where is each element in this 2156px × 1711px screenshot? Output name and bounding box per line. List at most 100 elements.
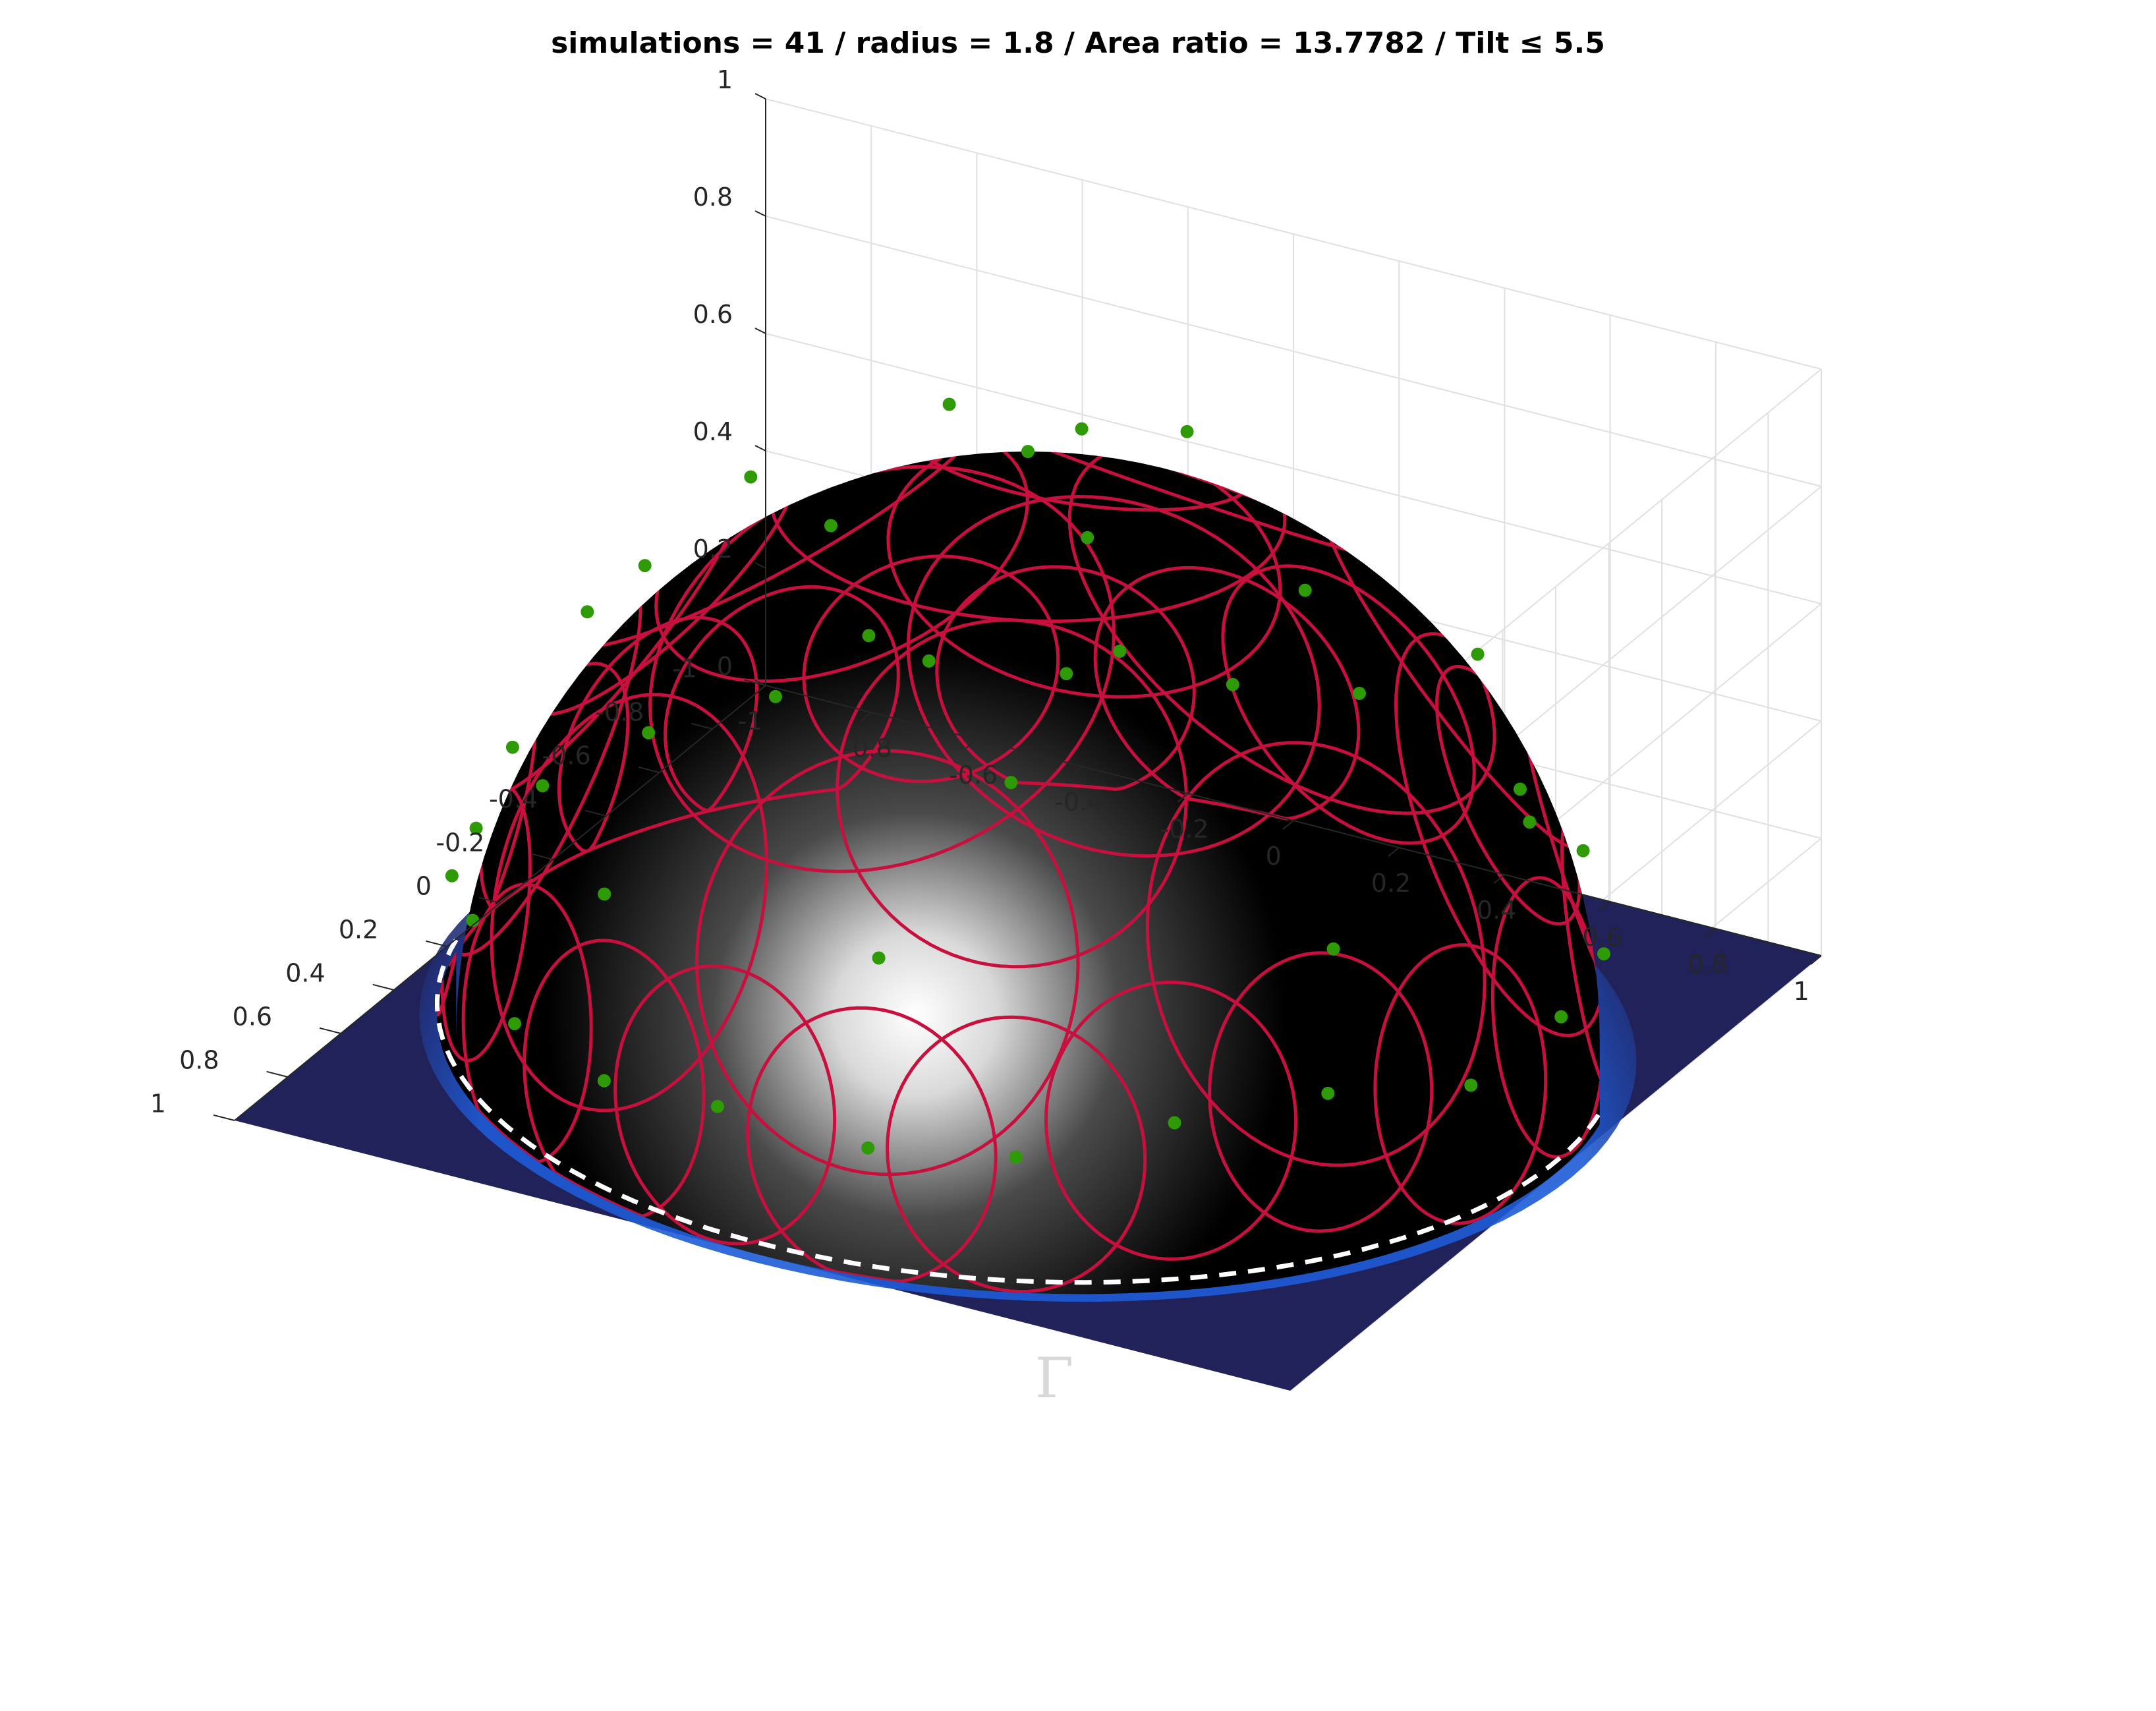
y-tick-label: -0.2 — [1160, 815, 1208, 844]
y-tick-mark — [860, 712, 872, 722]
y-tick-mark — [1071, 766, 1083, 776]
sensor-point — [862, 629, 876, 643]
z-tick-label: 0.6 — [693, 300, 733, 329]
hemisphere-surface — [437, 451, 1600, 1294]
sensor-point — [642, 726, 656, 740]
sensor-point — [1321, 1086, 1335, 1100]
sensor-point — [598, 887, 611, 901]
coverage-circle — [802, 554, 1060, 784]
y-tick-label: -0.4 — [1054, 788, 1103, 817]
y-tick-label: 0.2 — [1371, 869, 1411, 898]
coverage-circle — [1145, 741, 1487, 1167]
sensor-point — [508, 1017, 521, 1031]
sensor-point — [1081, 531, 1094, 544]
sensor-point — [638, 559, 652, 573]
sensor-point — [872, 951, 886, 965]
x-tick-mark — [532, 853, 553, 860]
sensor-point — [536, 779, 550, 793]
grid-line — [765, 333, 1822, 604]
coverage-circle — [613, 964, 837, 1246]
sensor-point — [824, 519, 837, 533]
boundary-curve — [435, 939, 1602, 1285]
sensor-point — [1168, 1116, 1181, 1130]
coverage-circle — [663, 585, 900, 813]
x-tick-label: 0 — [416, 871, 432, 900]
sensor-point — [769, 689, 782, 703]
sensor-point — [711, 1099, 724, 1113]
z-tick-mark — [754, 562, 766, 569]
sensor-point — [1523, 815, 1537, 829]
sensor-point — [1514, 782, 1527, 796]
y-tick-mark — [1177, 793, 1189, 803]
sensor-point — [1554, 1010, 1568, 1024]
sensor-point — [1576, 844, 1590, 857]
sensor-point — [597, 1074, 611, 1088]
x-tick-mark — [478, 896, 501, 904]
sensor-point — [1009, 1150, 1023, 1164]
y-tick-mark — [1810, 955, 1822, 965]
y-tick-label: 0.8 — [1688, 950, 1727, 979]
y-tick-label: 1 — [1794, 977, 1809, 1006]
x-tick-mark — [744, 679, 766, 686]
coverage-circle — [903, 451, 1255, 512]
x-tick-label: -0.4 — [489, 784, 538, 813]
z-tick-mark — [754, 328, 766, 334]
x-tick-label: -1 — [672, 654, 697, 683]
sensor-point — [1113, 645, 1127, 658]
coverage-circle — [886, 1015, 1147, 1294]
x-tick-mark — [638, 766, 660, 773]
z-tick-mark — [754, 93, 766, 100]
x-tick-mark — [213, 1114, 235, 1121]
z-tick-mark — [754, 210, 766, 217]
x-tick-label: 1 — [150, 1089, 166, 1118]
sensor-point — [1004, 776, 1018, 790]
y-tick-label: -0.8 — [843, 734, 892, 763]
coverage-circle — [695, 749, 1080, 1176]
x-tick-mark — [426, 940, 447, 947]
sensor-point — [469, 821, 483, 835]
sensor-point — [1353, 687, 1366, 700]
sensor-point — [1471, 647, 1485, 661]
coverage-circle — [906, 494, 1321, 858]
z-tick-label: 0.4 — [693, 417, 733, 446]
coverage-circle — [1044, 980, 1298, 1261]
coverage-circle — [557, 616, 759, 854]
x-tick-mark — [691, 722, 713, 730]
sensor-point — [581, 605, 594, 619]
x-tick-mark — [319, 1027, 341, 1034]
hemisphere-body — [437, 451, 1600, 1294]
sensor-point — [1180, 424, 1194, 438]
y-tick-mark — [1705, 928, 1716, 938]
sensor-point — [922, 654, 936, 668]
sensor-point — [466, 914, 480, 927]
x-tick-label: 0.8 — [179, 1045, 219, 1074]
x-tick-label: -0.8 — [595, 697, 644, 726]
sensor-point — [861, 1141, 875, 1155]
y-tick-mark — [1493, 874, 1506, 884]
y-tick-label: 0.4 — [1477, 896, 1516, 925]
x-tick-label: 0.6 — [233, 1002, 272, 1031]
x-tick-label: 0.4 — [285, 958, 325, 987]
y-tick-mark — [754, 685, 766, 695]
sensor-point — [1021, 445, 1035, 458]
x-tick-mark — [266, 1070, 288, 1078]
y-tick-mark — [1282, 820, 1294, 830]
sensor-points — [445, 397, 1610, 1164]
boundary-label: Γ — [1035, 1346, 1073, 1410]
z-tick-label: 0.2 — [693, 535, 733, 564]
grid-line — [765, 216, 1822, 487]
sensor-point — [1226, 678, 1239, 691]
sensor-point — [942, 397, 956, 411]
sensor-point — [445, 869, 459, 883]
z-tick-mark — [754, 445, 766, 451]
sensor-point — [744, 470, 758, 484]
grid-line — [765, 98, 1822, 370]
z-tick-label: 0.8 — [693, 183, 733, 212]
coverage-circle — [1093, 566, 1361, 821]
boundary-dashed — [435, 939, 1602, 1285]
x-tick-label: -0.2 — [436, 828, 484, 857]
y-tick-label: -0.6 — [949, 761, 998, 790]
coverage-circle — [1373, 943, 1548, 1225]
sensor-point — [1326, 942, 1340, 956]
sensor-point — [1464, 1078, 1478, 1092]
